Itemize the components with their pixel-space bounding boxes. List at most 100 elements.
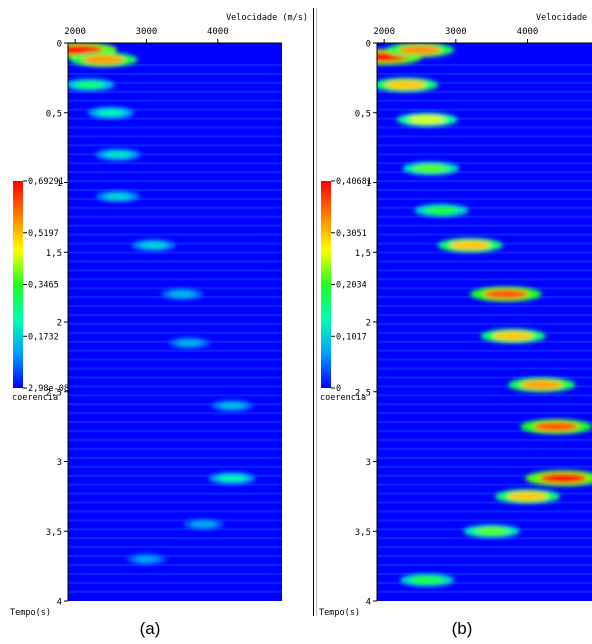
colorbar-tick-label: 0 (336, 384, 341, 394)
heatmap-band (377, 99, 592, 102)
heatmap-band (68, 483, 282, 486)
heatmap-hotspot (410, 576, 445, 585)
heatmap-band (68, 322, 282, 326)
colorbar-label: coerencia (12, 393, 58, 403)
heatmap-band (377, 278, 592, 281)
heatmap-band (68, 90, 282, 93)
y-axis-label: Tempo(s) (10, 608, 51, 618)
heatmap-band (377, 206, 592, 209)
heatmap-band (377, 474, 592, 477)
heatmap-band (377, 429, 592, 433)
heatmap-band (68, 72, 282, 76)
colorbar-label: coerencia (320, 393, 366, 403)
y-tick-label: 0 (366, 40, 371, 50)
heatmap-band (68, 421, 282, 424)
heatmap-hotspot (424, 206, 459, 215)
heatmap-band (68, 260, 282, 263)
y-tick-label: 3 (366, 458, 371, 468)
heatmap-band (377, 438, 592, 442)
heatmap-hotspot (96, 109, 126, 117)
heatmap-band (377, 117, 592, 120)
heatmap-band (68, 537, 282, 540)
heatmap-band (377, 510, 592, 513)
heatmap-hotspot (190, 520, 217, 528)
heatmap-band (377, 537, 592, 540)
heatmap-band (68, 590, 282, 593)
heatmap-band (68, 117, 282, 120)
heatmap-band (68, 278, 282, 281)
heatmap-band (68, 581, 282, 584)
heatmap-band (377, 572, 592, 576)
heatmap-band (377, 90, 592, 93)
heatmap-band (68, 510, 282, 513)
heatmap-hotspot (398, 45, 442, 55)
heatmap-band (377, 322, 592, 326)
y-tick-label: 0 (57, 40, 62, 50)
heatmap-hotspot (483, 289, 529, 299)
colorbar-tick-label: 0,2034 (336, 281, 367, 291)
heatmap-band (68, 304, 282, 308)
heatmap-hotspot (103, 151, 132, 159)
heatmap-band (68, 251, 282, 254)
y-axis: 0 0,5 1 1,5 2 2,5 3 3,5 4 Tempo(s) (319, 40, 378, 618)
y-axis-label: Tempo(s) (319, 608, 360, 618)
heatmap-band (68, 367, 282, 370)
panel-caption: (b) (452, 619, 473, 638)
heatmap-hotspot (507, 491, 548, 501)
heatmap-band (377, 385, 592, 388)
heatmap-band (68, 126, 282, 129)
heatmap-band (377, 421, 592, 424)
heatmap-band (68, 385, 282, 388)
heatmap-band (377, 501, 592, 504)
heatmap-band (377, 313, 592, 317)
heatmap-band (68, 313, 282, 317)
heatmap-band (68, 519, 282, 522)
heatmap-band (377, 171, 592, 174)
heatmap-band (377, 144, 592, 147)
colorbar-tick-label: 0,3051 (336, 229, 367, 239)
heatmap-hotspot (413, 164, 449, 173)
heatmap-hotspot (474, 527, 510, 536)
y-tick-label: 0,5 (355, 109, 371, 119)
heatmap-band (68, 465, 282, 468)
heatmap-hotspot (533, 421, 579, 432)
heatmap-band (377, 162, 592, 165)
heatmap-band (377, 340, 592, 343)
heatmap-band (68, 474, 282, 477)
y-tick-label: 3,5 (355, 528, 371, 538)
heatmap-band (68, 269, 282, 272)
panel-separator (313, 8, 314, 616)
heatmap-band (377, 197, 592, 201)
y-tick-label: 2 (57, 319, 62, 329)
heatmap-band (68, 528, 282, 531)
heatmap-band (68, 376, 282, 379)
x-tick-label: 4000 (207, 27, 229, 37)
heatmap-band (377, 179, 592, 183)
x-tick-label: 4000 (517, 27, 539, 37)
heatmap-band (377, 563, 592, 567)
heatmap-band (68, 358, 282, 361)
heatmap-hotspot (539, 473, 588, 484)
heatmap-hotspots (377, 43, 592, 587)
heatmap-band (377, 447, 592, 451)
heatmap-hotspot (492, 331, 534, 341)
heatmap-band (377, 456, 592, 459)
heatmap-hotspot (68, 44, 103, 55)
colorbar: 0,69291 0,5197 0,3465 0,1732 2,98e-08coerenc… (12, 177, 69, 403)
heatmap-band (377, 376, 592, 379)
heatmap-hotspot (169, 290, 196, 298)
heatmap-band (377, 367, 592, 370)
heatmap-band (68, 572, 282, 576)
heatmap-band (68, 546, 282, 549)
heatmap-band (377, 546, 592, 549)
heatmap-band (68, 144, 282, 147)
heatmap-band (377, 581, 592, 584)
heatmap-hotspot (104, 192, 132, 200)
heatmap-band (68, 287, 282, 290)
heatmap-hotspot (408, 115, 447, 125)
heatmap-band (377, 108, 592, 111)
heatmap-band (68, 171, 282, 174)
heatmap-band (68, 188, 282, 192)
heatmap-band (377, 126, 592, 129)
